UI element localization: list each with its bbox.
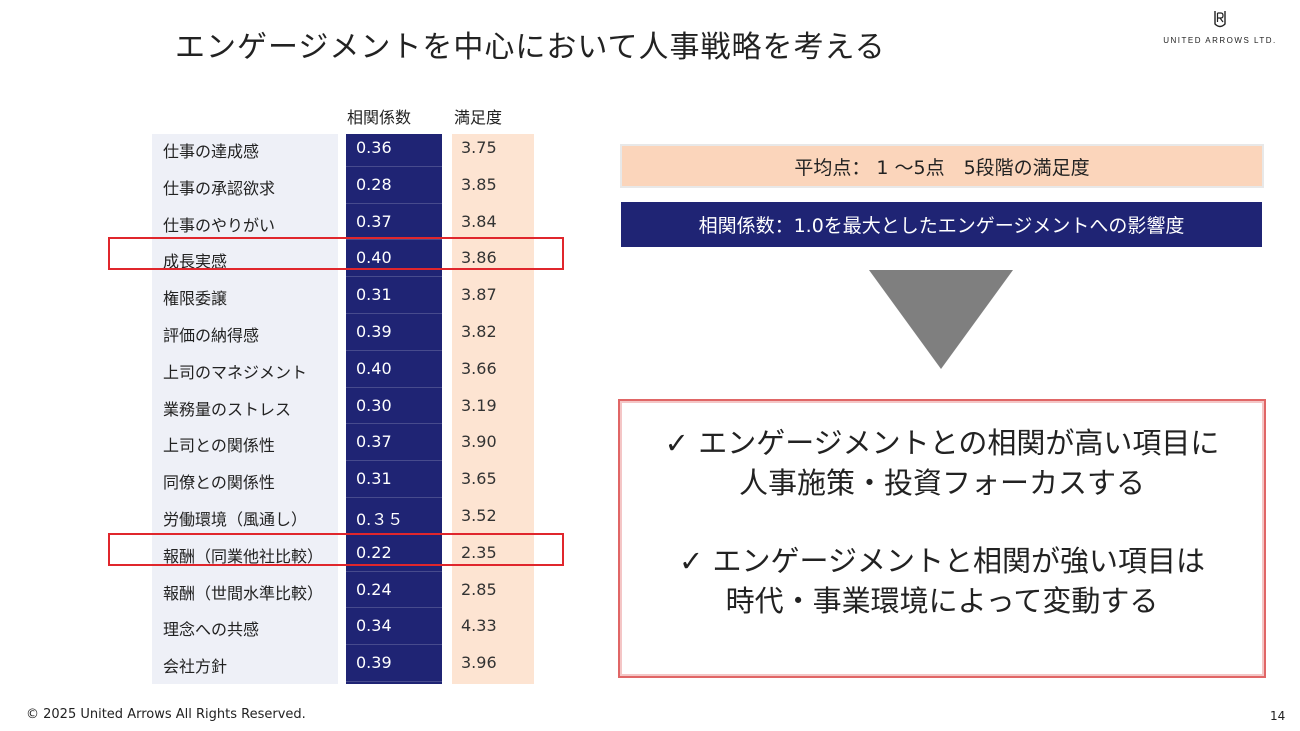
table-row: 仕事の達成感 0.36 3.75 [152, 130, 542, 167]
engagement-table: 仕事の達成感 0.36 3.75 仕事の承認欲求 0.28 3.85 仕事のやりがい 0.37… [152, 130, 542, 682]
row-divider [346, 607, 442, 609]
row-correlation: 0.40 [356, 248, 392, 268]
row-label: 上司との関係性 [163, 436, 275, 456]
row-divider [346, 386, 442, 388]
row-correlation: 0.37 [356, 211, 392, 231]
row-label: 報酬（同業他社比較） [163, 546, 324, 566]
row-satisfaction: 3.87 [461, 285, 497, 305]
table-row: 労働環境（風通し） 0.３５ 3.52 [152, 498, 542, 535]
row-label: 業務量のストレス [163, 399, 292, 419]
header-correlation: 相関係数 [347, 108, 412, 127]
conclusion-line-1: ✓ エンゲージメントとの相関が高い項目に [664, 426, 1220, 460]
legend-correlation: 相関係数：1.0を最大としたエンゲージメントへの影響度 [621, 202, 1262, 247]
row-label: 仕事の達成感 [163, 142, 260, 161]
row-divider [346, 276, 442, 278]
correlation-column-background [346, 134, 442, 684]
highlight-box-compensation [108, 533, 564, 566]
row-satisfaction: 3.96 [461, 653, 497, 673]
row-correlation: 0.３５ [356, 509, 404, 529]
row-divider [346, 202, 442, 204]
row-label: 権限委譲 [163, 289, 228, 309]
ua-monogram-icon [1214, 11, 1226, 28]
slide-title: エンゲージメントを中心において人事戦略を考える [175, 30, 886, 65]
row-correlation: 0.31 [356, 285, 392, 305]
satisfaction-column-background [452, 134, 534, 684]
row-divider [346, 312, 442, 314]
row-divider [346, 460, 442, 462]
row-satisfaction: 4.33 [461, 616, 497, 636]
table-row: 理念への共感 0.34 4.33 [152, 608, 542, 646]
row-label: 仕事の承認欲求 [163, 178, 276, 198]
table-row: 報酬（同業他社比較） 0.22 2.35 [152, 535, 542, 572]
highlight-box-growth [108, 237, 564, 270]
row-correlation: 0.22 [356, 542, 392, 562]
row-satisfaction: 3.86 [461, 248, 497, 268]
row-satisfaction: 2.85 [461, 579, 497, 599]
table-row: 会社方針 0.39 3.96 [152, 645, 542, 682]
legend-average-score: 平均点： 1 〜5点 5段階の満足度 [620, 144, 1264, 188]
footer-copyright: © 2025 United Arrows All Rights Reserved… [26, 707, 306, 722]
row-correlation: 0.37 [356, 432, 392, 452]
row-label: 会社方針 [163, 657, 228, 677]
row-divider [346, 680, 442, 682]
table-row: 権限委譲 0.31 3.87 [152, 277, 542, 314]
row-satisfaction: 3.84 [461, 211, 497, 231]
row-label: 報酬（世間水準比較） [163, 583, 324, 603]
label-column-background [152, 134, 338, 684]
row-correlation: 0.30 [356, 395, 392, 415]
row-satisfaction: 3.85 [461, 174, 497, 194]
row-satisfaction: 3.65 [461, 469, 497, 489]
row-label: 理念への共感 [163, 620, 260, 640]
row-correlation: 0.34 [356, 616, 392, 636]
row-label: 上司のマネジメント [163, 362, 308, 382]
row-label: 仕事のやりがい [163, 215, 276, 235]
row-correlation: 0.31 [356, 469, 392, 489]
row-correlation: 0.39 [356, 653, 392, 673]
header-satisfaction: 満足度 [454, 108, 503, 127]
row-divider [346, 496, 442, 498]
row-divider [346, 239, 442, 241]
row-divider [346, 349, 442, 351]
table-row: 評価の納得感 0.39 3.82 [152, 314, 542, 351]
row-correlation: 0.40 [356, 358, 392, 378]
row-satisfaction: 3.52 [461, 505, 497, 525]
logo-text: UNITED ARROWS LTD. [1163, 36, 1277, 45]
down-triangle-arrow-icon [869, 270, 1013, 369]
row-correlation: 0.24 [356, 579, 392, 599]
table-row: 成長実感 0.40 3.86 [152, 240, 542, 278]
page-number: 14 [1270, 709, 1286, 723]
row-label: 労働環境（風通し） [163, 509, 308, 529]
table-row: 仕事のやりがい 0.37 3.84 [152, 204, 542, 241]
company-logo: UNITED ARROWS LTD. [1162, 10, 1278, 45]
row-correlation: 0.39 [356, 321, 392, 341]
row-label: 成長実感 [163, 252, 228, 272]
row-label: 評価の納得感 [163, 325, 260, 345]
row-satisfaction: 3.90 [461, 432, 497, 452]
table-row: 上司のマネジメント 0.40 3.66 [152, 351, 542, 388]
table-row: 業務量のストレス 0.30 3.19 [152, 388, 542, 425]
table-row: 同僚との関係性 0.31 3.65 [152, 461, 542, 498]
row-satisfaction: 3.19 [461, 395, 497, 415]
row-divider [346, 570, 442, 572]
row-label: 同僚との関係性 [163, 473, 275, 493]
table-row: 仕事の承認欲求 0.28 3.85 [152, 167, 542, 204]
row-divider [346, 644, 442, 646]
table-row: 上司との関係性 0.37 3.90 [152, 424, 542, 462]
conclusion-line-2: 人事施策・投資フォーカスする [738, 466, 1145, 500]
table-row: 報酬（世間水準比較） 0.24 2.85 [152, 572, 542, 609]
row-divider [346, 423, 442, 425]
row-satisfaction: 2.35 [461, 542, 497, 562]
conclusion-box: ✓ エンゲージメントとの相関が高い項目に 人事施策・投資フォーカスする ✓ エン… [618, 399, 1266, 678]
conclusion-line-3: ✓ エンゲージメントと相関が強い項目は [679, 544, 1205, 578]
row-satisfaction: 3.82 [461, 321, 497, 341]
conclusion-line-4: 時代・事業環境によって変動する [725, 584, 1159, 618]
row-correlation: 0.36 [356, 138, 392, 157]
row-correlation: 0.28 [356, 174, 392, 194]
row-satisfaction: 3.66 [461, 358, 497, 378]
row-divider [346, 165, 442, 167]
row-satisfaction: 3.75 [461, 138, 497, 157]
